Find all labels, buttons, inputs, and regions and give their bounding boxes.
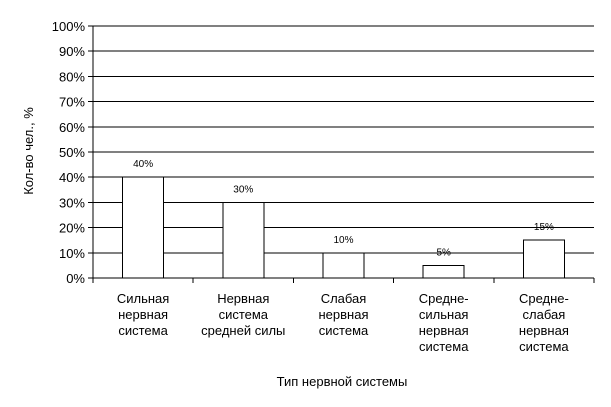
x-tick-label: Слабая нервная система (319, 291, 370, 338)
data-labels: 40% 30% 10% 5% 15% (133, 159, 554, 258)
y-tick-label: 90% (59, 44, 85, 59)
x-tick-label: Средне-слабая нервная система (519, 291, 570, 354)
y-axis-label: Кол-во чел., % (21, 107, 36, 195)
data-label: 40% (133, 159, 153, 170)
gridlines (93, 25, 594, 254)
y-tick-label: 100% (52, 19, 86, 34)
y-tick-label: 80% (59, 69, 85, 84)
bar (522, 239, 565, 279)
y-tick-label: 50% (59, 145, 85, 160)
axes (88, 25, 595, 283)
bar (222, 201, 265, 279)
bar (422, 264, 465, 279)
bar (122, 176, 165, 279)
x-axis-label: Тип нервной системы (277, 374, 408, 389)
y-tick-label: 20% (59, 221, 85, 236)
y-tick-label: 30% (59, 195, 85, 210)
x-tick-label: Сильная нервная система (117, 291, 169, 338)
data-label: 5% (436, 247, 451, 258)
x-tick-label: Нервная система средней силы (201, 291, 285, 338)
data-label: 10% (333, 235, 353, 246)
y-tick-label: 0% (66, 271, 85, 286)
y-tick-label: 60% (59, 120, 85, 135)
y-tick-label: 40% (59, 170, 85, 185)
x-tick-labels: Сильная нервная система Нервная система средн… (117, 291, 570, 354)
y-tick-label: 10% (59, 246, 85, 261)
y-tick-label: 70% (59, 95, 85, 110)
x-tick-label: Средне-сильная нервная система (419, 291, 470, 354)
bar (322, 252, 365, 279)
data-label: 30% (233, 184, 253, 195)
data-label: 15% (534, 222, 554, 233)
y-tick-labels: 0% 10% 20% 30% 40% 50% 60% 70% 80% 90% 100% (52, 19, 86, 286)
